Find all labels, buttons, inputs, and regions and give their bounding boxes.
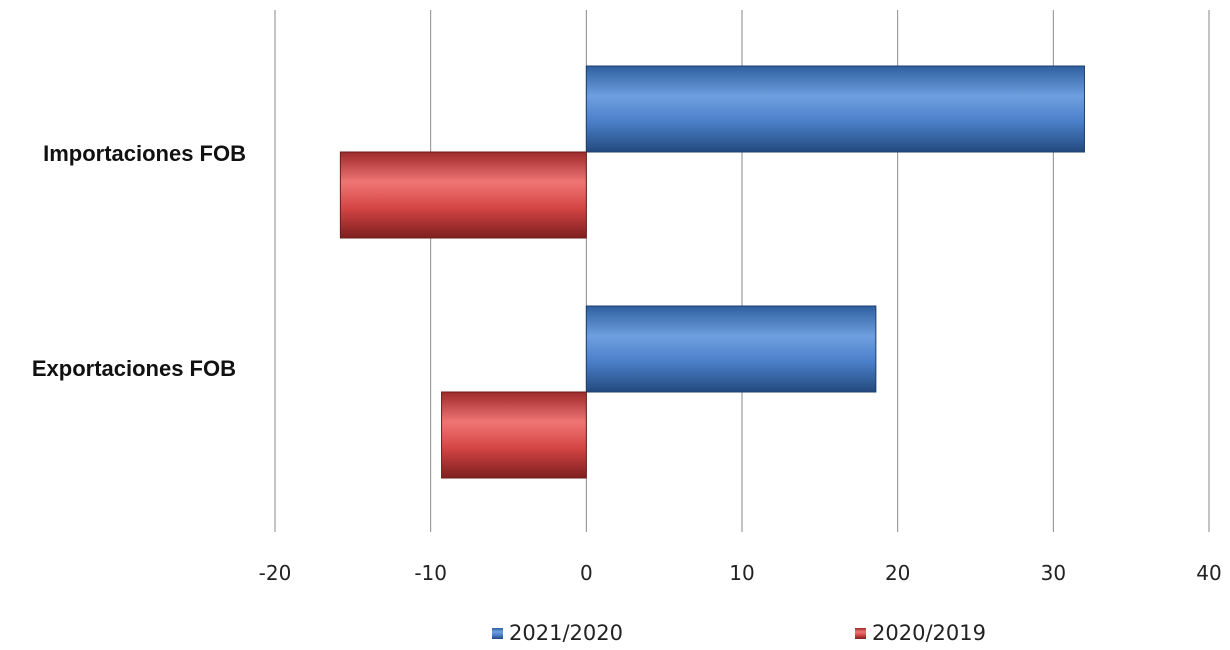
category-label-importaciones: Importaciones FOB	[43, 141, 246, 166]
x-tick-label: 0	[580, 561, 593, 585]
legend-swatch-2021-2020	[492, 628, 503, 639]
x-axis-ticks: -20 -10 0 10 20 30 40	[259, 561, 1222, 585]
legend-label-2021-2020: 2021/2020	[509, 621, 623, 645]
bar-2021-2020-exportaciones	[585, 305, 877, 393]
bar-2020-2019-importaciones	[339, 151, 587, 239]
x-tick-label: 10	[729, 561, 754, 585]
x-tick-label: 30	[1041, 561, 1066, 585]
x-tick-label: -10	[414, 561, 447, 585]
bar-2020-2019-exportaciones	[441, 391, 587, 479]
legend-swatch-2020-2019	[855, 628, 866, 639]
bar-2021-2020-importaciones	[585, 65, 1085, 153]
bars	[339, 65, 1085, 479]
legend-label-2020-2019: 2020/2019	[872, 621, 986, 645]
x-tick-label: -20	[259, 561, 292, 585]
legend: 2021/2020 2020/2019	[492, 621, 986, 645]
x-tick-label: 40	[1196, 561, 1221, 585]
category-labels: Importaciones FOB Exportaciones FOB	[32, 141, 246, 381]
category-label-exportaciones: Exportaciones FOB	[32, 356, 236, 381]
x-tick-label: 20	[885, 561, 910, 585]
